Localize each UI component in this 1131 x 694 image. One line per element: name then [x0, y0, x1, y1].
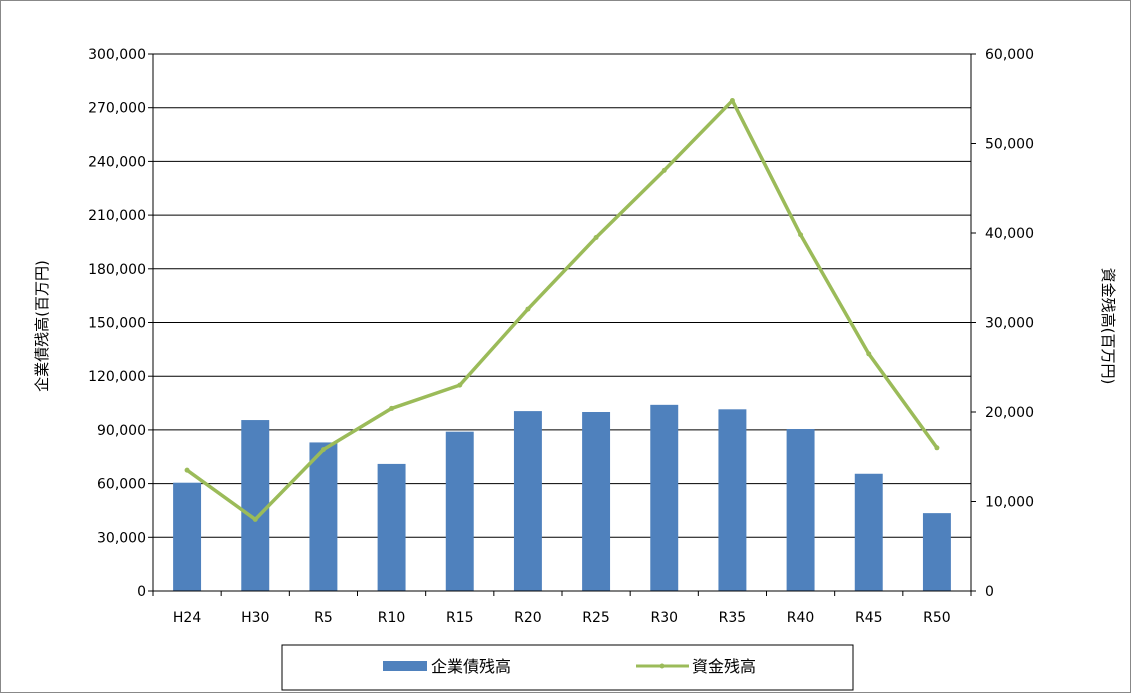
x-tick-label: R30: [650, 610, 678, 626]
legend-line-marker: [659, 663, 665, 669]
bar-series: [173, 404, 951, 591]
line-point: [934, 445, 940, 451]
y-tick-label: 300,000: [88, 47, 146, 63]
bar: [650, 404, 679, 591]
gridlines: [153, 53, 971, 538]
line-point: [661, 167, 667, 173]
x-tick-label: R10: [378, 610, 406, 626]
y-tick-label: 150,000: [88, 316, 146, 332]
x-tick-label: R50: [923, 610, 951, 626]
line-point: [525, 306, 531, 312]
line-series: [184, 98, 940, 522]
x-tick-label: R45: [855, 610, 883, 626]
x-tick-label: H24: [173, 610, 201, 626]
x-tick-label: H30: [241, 610, 269, 626]
y2-tick-label: 20,000: [985, 405, 1034, 421]
line-point: [593, 234, 599, 240]
x-tick-label: R15: [446, 610, 474, 626]
x-tick-label: R25: [582, 610, 610, 626]
bar: [445, 431, 474, 591]
y-tick-label: 120,000: [88, 369, 146, 385]
legend-line-label: 資金残高: [692, 657, 756, 676]
bar: [377, 463, 406, 591]
line-point: [252, 516, 258, 522]
bar: [241, 420, 270, 591]
y2-tick-label: 10,000: [985, 495, 1034, 511]
y2-tick-label: 0: [985, 584, 994, 600]
x-tick-label: R35: [719, 610, 747, 626]
series-line: [186, 98, 939, 522]
y2-tick-label: 40,000: [985, 226, 1034, 242]
y-tick-label: 30,000: [97, 530, 146, 546]
bar: [309, 442, 338, 591]
y2-axis-title: 資金残高(百万円): [1099, 268, 1117, 385]
bar: [854, 473, 883, 591]
axes: [148, 53, 976, 596]
y-tick-label: 270,000: [88, 101, 146, 117]
line-point: [866, 351, 872, 357]
legend-bar-swatch: [383, 661, 427, 671]
bar: [513, 411, 542, 591]
bar: [922, 513, 951, 591]
line-point: [320, 447, 326, 453]
line-point: [729, 98, 735, 104]
y-tick-label: 60,000: [97, 477, 146, 493]
x-tick-label: R20: [514, 610, 542, 626]
tick-labels: 0 30,000 60,000 90,000 120,000 150,000 180,000…: [88, 47, 1034, 626]
bar: [173, 482, 202, 591]
bar: [786, 429, 815, 591]
x-tick-label: R5: [314, 610, 333, 626]
legend-bar-label: 企業債残高: [431, 657, 511, 676]
bar: [582, 412, 611, 591]
x-tick-label: R40: [787, 610, 815, 626]
bar: [718, 409, 747, 591]
y-tick-label: 240,000: [88, 154, 146, 170]
legend-box: [281, 644, 854, 691]
y-tick-label: 0: [137, 584, 146, 600]
line-point: [389, 405, 395, 411]
y2-tick-label: 30,000: [985, 316, 1034, 332]
legend: 企業債残高 資金残高: [281, 644, 854, 691]
line-point: [798, 232, 804, 238]
y2-tick-label: 60,000: [985, 47, 1034, 63]
line-point: [457, 382, 463, 388]
y-tick-label: 210,000: [88, 208, 146, 224]
y-tick-label: 180,000: [88, 262, 146, 278]
y2-tick-label: 50,000: [985, 137, 1034, 153]
line-point: [184, 467, 190, 473]
y-axis-title: 企業債残高(百万円): [33, 260, 51, 392]
y-tick-label: 90,000: [97, 423, 146, 439]
